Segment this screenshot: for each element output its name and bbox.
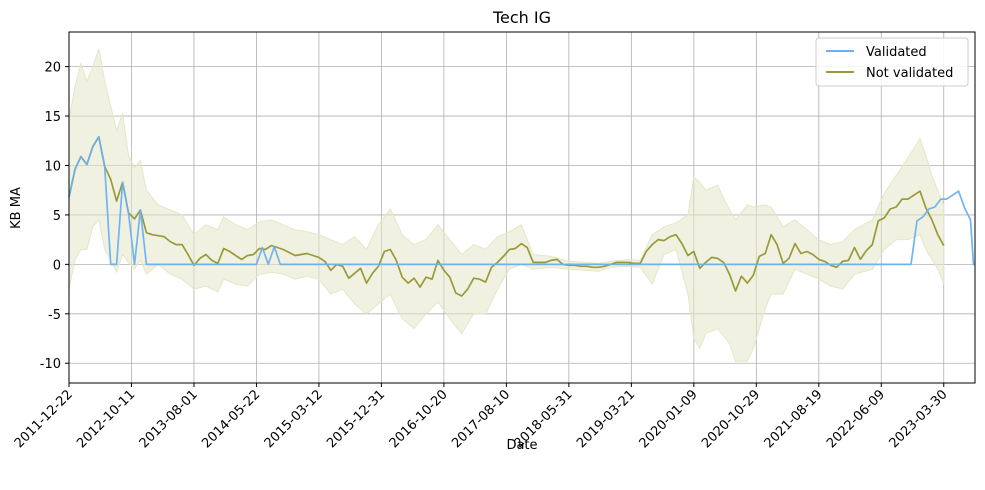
y-tick-label: 15 [44, 110, 61, 125]
y-tick-label: 10 [44, 159, 61, 174]
legend-label-validated: Validated [866, 45, 927, 60]
y-tick-label: -10 [40, 357, 61, 372]
series-line-validated [68, 135, 975, 266]
series-lines [68, 135, 975, 297]
y-tick-label: 5 [53, 209, 61, 224]
confidence-band [68, 48, 945, 362]
plot-frame [68, 31, 976, 384]
y-tick-label: -5 [48, 308, 61, 323]
y-axis: -10 -5 0 5 10 15 20 [40, 61, 69, 372]
y-tick-label: 20 [44, 61, 61, 76]
y-axis-label: KB MA [9, 187, 24, 229]
band-area [68, 48, 945, 362]
chart-title: Tech IG [492, 8, 551, 27]
legend-label-not-validated: Not validated [866, 66, 953, 81]
legend: Validated Not validated [815, 37, 969, 87]
series-line-not-validated [68, 135, 945, 297]
x-axis-label: Date [506, 438, 537, 453]
y-tick-label: 0 [53, 258, 61, 273]
